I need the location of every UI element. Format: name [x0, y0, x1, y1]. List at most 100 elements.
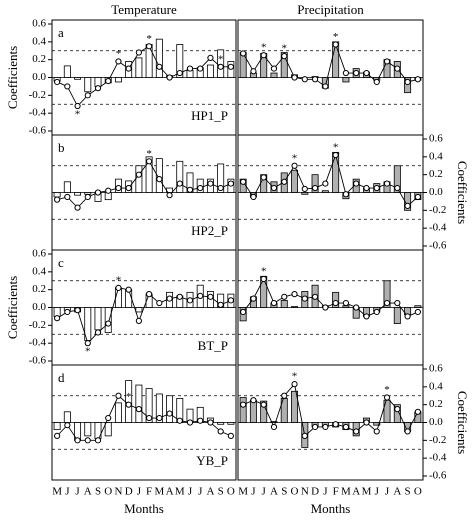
y-tick-label: -0.4 [429, 452, 447, 464]
y-tick-label: -0.4 [429, 222, 447, 234]
point [311, 293, 319, 300]
bar [104, 422, 112, 437]
x-tick-label: J [251, 486, 256, 498]
y-tick-label: -0.6 [29, 125, 47, 137]
point [125, 401, 132, 408]
point [250, 193, 257, 201]
bar [63, 181, 71, 193]
bar [145, 388, 153, 423]
point [217, 301, 224, 308]
point [363, 184, 370, 192]
bar [155, 38, 163, 78]
point [166, 192, 173, 199]
y-tick-label: 0.2 [32, 283, 46, 295]
bar [414, 305, 422, 308]
point [115, 58, 122, 65]
point [240, 50, 247, 57]
bar [155, 158, 163, 193]
bar [84, 77, 92, 93]
point [301, 295, 308, 302]
point [125, 184, 132, 192]
point [135, 49, 142, 56]
bar [270, 421, 278, 423]
y-tick-label: -0.6 [429, 240, 447, 252]
point [197, 65, 204, 72]
point [322, 304, 329, 311]
point [270, 299, 278, 307]
x-tick-label: J [375, 486, 380, 498]
significance-star: * [261, 265, 267, 277]
point [270, 65, 278, 72]
point [322, 83, 329, 90]
point [217, 428, 224, 435]
x-tick-label: M [362, 486, 372, 498]
point [94, 437, 102, 444]
bar [166, 395, 174, 423]
point [250, 68, 257, 75]
y-tick-label: 0.0 [429, 186, 443, 198]
point [301, 432, 308, 439]
point [353, 69, 360, 77]
bar [135, 57, 143, 78]
y-tick-label: -0.2 [429, 204, 446, 216]
significance-star: * [126, 391, 132, 403]
bar [332, 151, 340, 193]
y-tick-label: -0.2 [429, 434, 446, 446]
point [186, 419, 194, 426]
point [74, 102, 81, 110]
point [176, 180, 183, 187]
bar [383, 280, 391, 308]
bar [63, 65, 71, 78]
point [414, 193, 421, 201]
point [64, 422, 71, 429]
point [240, 178, 247, 185]
x-tick-label: F [333, 486, 339, 498]
y-tick-label: -0.2 [29, 89, 46, 101]
x-tick-label: O [104, 486, 112, 498]
x-tick-label: J [75, 486, 80, 498]
point [197, 417, 204, 424]
bar [227, 422, 235, 425]
x-tick-label: A [393, 486, 401, 498]
x-tick-label: J [262, 486, 267, 498]
point [394, 65, 401, 72]
significance-star: * [282, 43, 288, 55]
bar [74, 77, 82, 80]
point [404, 313, 411, 320]
point [291, 162, 298, 169]
significance-star: * [218, 53, 224, 65]
bar [291, 390, 299, 423]
point [404, 78, 411, 86]
y-tick-label: -0.6 [429, 470, 447, 482]
point [207, 419, 214, 426]
point [281, 53, 288, 60]
line [56, 395, 232, 441]
point [404, 428, 411, 435]
y-tick-label: -0.4 [29, 337, 47, 349]
point [260, 174, 267, 181]
point [281, 178, 288, 185]
significance-star: * [116, 274, 122, 286]
site-label: YB_P [196, 453, 228, 468]
y-tick-label: -0.6 [29, 355, 47, 367]
y-tick-label: 0.4 [32, 35, 46, 47]
significance-star: * [292, 152, 298, 164]
bar [280, 299, 288, 308]
bar [393, 404, 401, 423]
point [311, 423, 319, 431]
point [281, 293, 288, 300]
point [54, 432, 61, 439]
bar [155, 393, 163, 423]
point [64, 83, 71, 90]
y-tick-label: 0.2 [429, 168, 443, 180]
point [186, 186, 194, 193]
point [176, 417, 183, 424]
y-axis-label: Coefficients [455, 391, 470, 454]
line [56, 160, 232, 209]
bar [145, 44, 153, 78]
y-tick-label: 0.6 [32, 248, 46, 260]
x-tick-label: A [352, 486, 360, 498]
point [322, 180, 329, 187]
x-tick-label: F [146, 486, 152, 498]
point [176, 69, 183, 77]
